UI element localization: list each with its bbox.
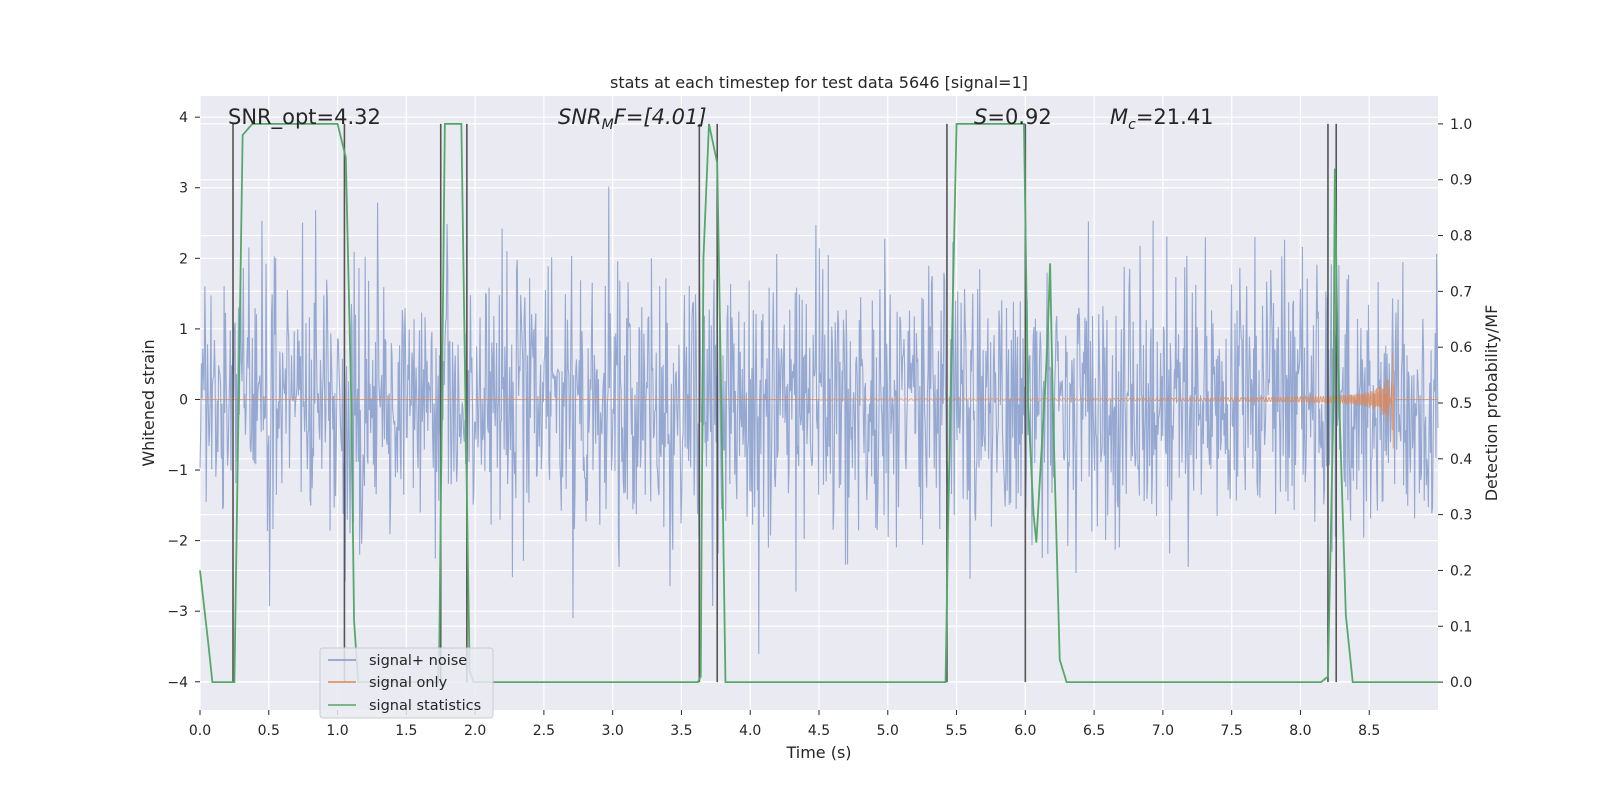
x-axis-ticks: 0.0 0.5 1.0 1.5 2.0 2.5 3.0 3.5 4.0 4.5 5.0 5.5 6.0 6… [189, 710, 1380, 739]
x-tick-label-12: 6.0 [1014, 723, 1036, 739]
yl-tick-label-0: −4 [167, 675, 188, 691]
yr-tick-label-6: 0.6 [1450, 340, 1472, 356]
yl-tick-label-5: 1 [179, 322, 188, 338]
x-tick-label-4: 2.0 [464, 723, 486, 739]
x-tick-label-16: 8.0 [1289, 723, 1311, 739]
x-tick-label-14: 7.0 [1152, 723, 1174, 739]
annotation-snr-mf-rest: F=[4.01] [614, 105, 707, 129]
legend: signal+ noise signal only signal statist… [319, 647, 494, 719]
x-tick-label-6: 3.0 [602, 723, 624, 739]
y-left-axis-ticks: −4 −3 −2 −1 0 1 2 3 4 [167, 110, 200, 691]
series-signal-statistics [199, 123, 1438, 683]
x-tick-label-9: 4.5 [808, 723, 830, 739]
series-signal-noise [199, 186, 1439, 655]
x-tick-label-8: 4.0 [739, 723, 761, 739]
y-left-axis-label: Whitened strain [139, 339, 158, 466]
yr-tick-label-8: 0.8 [1450, 229, 1472, 245]
annotation-snr-mf: SNRMF=[4.01] [558, 105, 707, 133]
yr-tick-label-4: 0.4 [1450, 452, 1472, 468]
yr-tick-label-9: 0.9 [1450, 173, 1472, 189]
annotation-s-main: S [974, 105, 987, 129]
annotation-mc-rest: =21.41 [1136, 105, 1214, 129]
x-tick-label-0: 0.0 [189, 723, 211, 739]
x-tick-label-11: 5.5 [945, 723, 967, 739]
annotation-s-value: S=0.92 [974, 105, 1052, 129]
x-tick-label-17: 8.5 [1358, 723, 1380, 739]
annotation-mc-sub: c [1128, 117, 1136, 133]
annotation-snr-mf-main: SNR [558, 105, 602, 129]
x-tick-label-1: 0.5 [258, 723, 280, 739]
x-tick-label-2: 1.0 [326, 723, 348, 739]
yr-tick-label-10: 1.0 [1450, 117, 1472, 133]
legend-label-noise: signal+ noise [369, 653, 467, 669]
stats-trace [199, 123, 1438, 683]
legend-box [319, 647, 494, 719]
noise-trace [199, 186, 1439, 655]
yr-tick-label-0: 0.0 [1450, 675, 1472, 691]
x-tick-label-13: 6.5 [1083, 723, 1105, 739]
annotation-s-rest: =0.92 [987, 105, 1051, 129]
yl-tick-label-1: −3 [167, 604, 188, 620]
signal-trace [200, 353, 1438, 449]
yr-tick-label-2: 0.2 [1450, 563, 1472, 579]
yr-tick-label-3: 0.3 [1450, 508, 1472, 524]
annotation-chirp-mass: Mc=21.41 [1110, 105, 1214, 133]
x-tick-label-10: 5.0 [877, 723, 899, 739]
annotation-mc-main: M [1110, 105, 1128, 129]
series-signal-only [200, 353, 1438, 449]
x-tick-label-7: 3.5 [670, 723, 692, 739]
x-tick-label-3: 1.5 [395, 723, 417, 739]
chart-title: stats at each timestep for test data 564… [610, 73, 1028, 92]
legend-label-signal: signal only [369, 675, 448, 691]
yr-tick-label-7: 0.7 [1450, 284, 1472, 300]
yl-tick-label-4: 0 [179, 392, 188, 408]
yl-tick-label-2: −2 [167, 534, 188, 550]
annotation-snr-opt: SNR_opt=4.32 [228, 105, 381, 130]
yl-tick-label-6: 2 [179, 251, 188, 267]
yl-tick-label-7: 3 [179, 181, 188, 197]
yr-tick-label-1: 0.1 [1450, 619, 1472, 635]
x-tick-label-5: 2.5 [533, 723, 555, 739]
x-axis-label: Time (s) [785, 743, 851, 762]
annotation-snr-mf-sub: M [602, 117, 614, 133]
y-right-axis-label: Detection probability/MF [1482, 305, 1501, 502]
y-right-axis-ticks: 0.0 0.1 0.2 0.3 0.4 0.5 0.6 0.7 0.8 0.9 1.0 [1438, 117, 1472, 691]
yl-tick-label-8: 4 [179, 110, 188, 126]
yr-tick-label-5: 0.5 [1450, 396, 1472, 412]
legend-label-stats: signal statistics [369, 698, 481, 714]
yl-tick-label-3: −1 [167, 463, 188, 479]
x-tick-label-15: 7.5 [1221, 723, 1243, 739]
